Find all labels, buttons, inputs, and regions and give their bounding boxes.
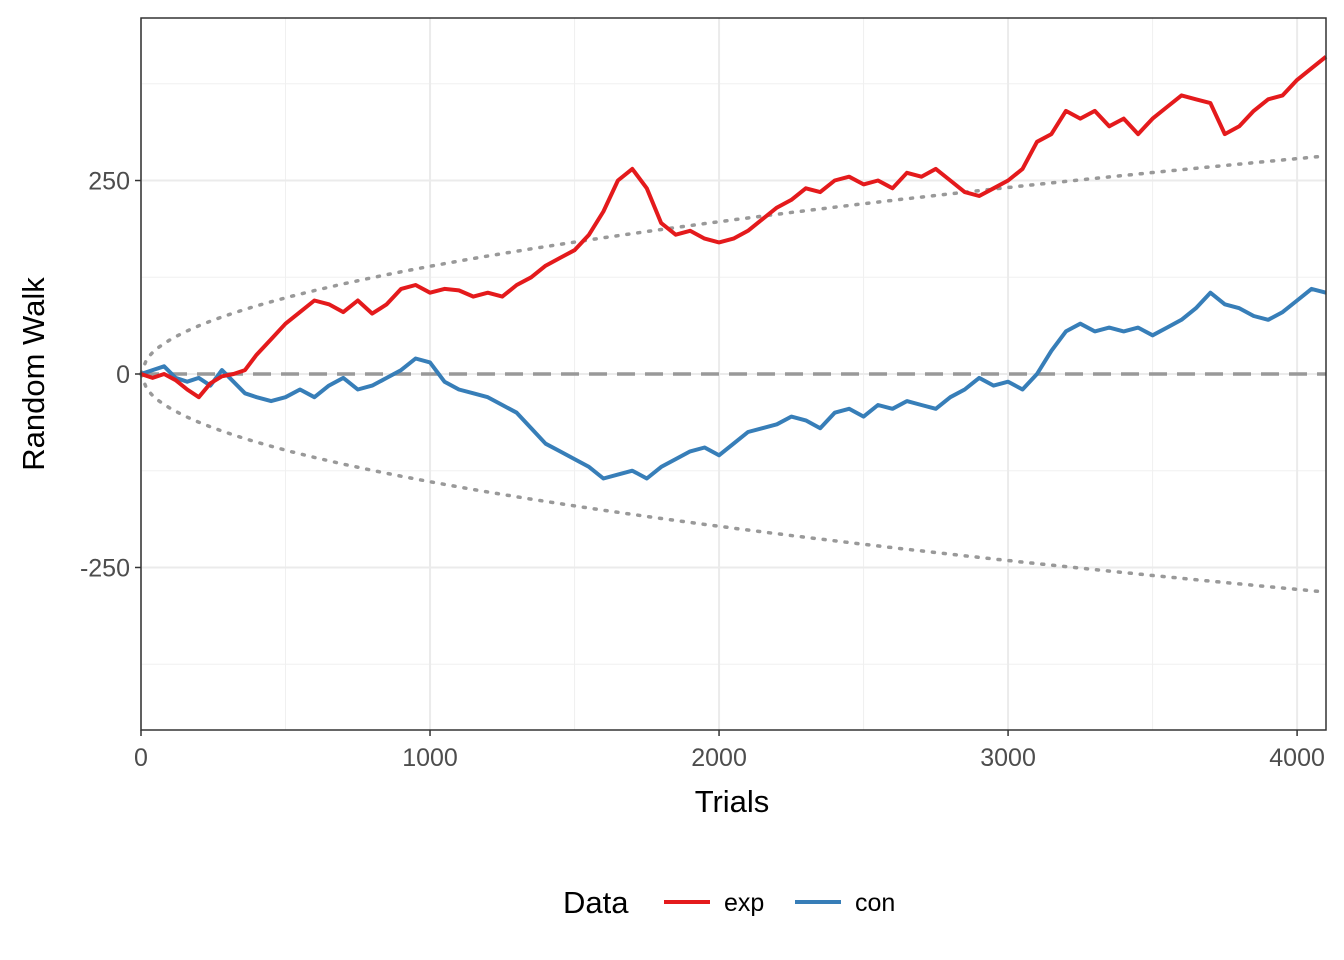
y-tick-label: -250 xyxy=(80,554,130,582)
x-tick-label: 0 xyxy=(134,744,148,772)
x-axis-title: Trials xyxy=(695,784,770,819)
x-tick-label: 2000 xyxy=(691,744,747,772)
y-tick-label: 0 xyxy=(116,361,130,389)
reference-lines xyxy=(139,154,1328,594)
x-tick-label: 1000 xyxy=(402,744,458,772)
legend: Data exp con xyxy=(563,885,895,920)
x-tick-label: 4000 xyxy=(1269,744,1325,772)
series-line-con xyxy=(140,286,1327,481)
legend-title: Data xyxy=(563,885,629,920)
series-lines xyxy=(140,55,1328,481)
y-axis-title: Random Walk xyxy=(16,277,51,471)
legend-label-con: con xyxy=(855,889,895,917)
lower-bound-dotted-line xyxy=(139,372,1328,594)
series-line-exp xyxy=(140,55,1328,400)
minor-gridlines xyxy=(141,18,1326,730)
upper-bound-dotted-line xyxy=(139,154,1328,376)
y-axis-ticks: -250 0 250 xyxy=(80,168,141,582)
legend-label-exp: exp xyxy=(724,889,764,917)
x-tick-label: 3000 xyxy=(980,744,1036,772)
x-axis-ticks: 0 1000 2000 3000 4000 xyxy=(134,730,1325,772)
y-tick-label: 250 xyxy=(88,168,130,196)
